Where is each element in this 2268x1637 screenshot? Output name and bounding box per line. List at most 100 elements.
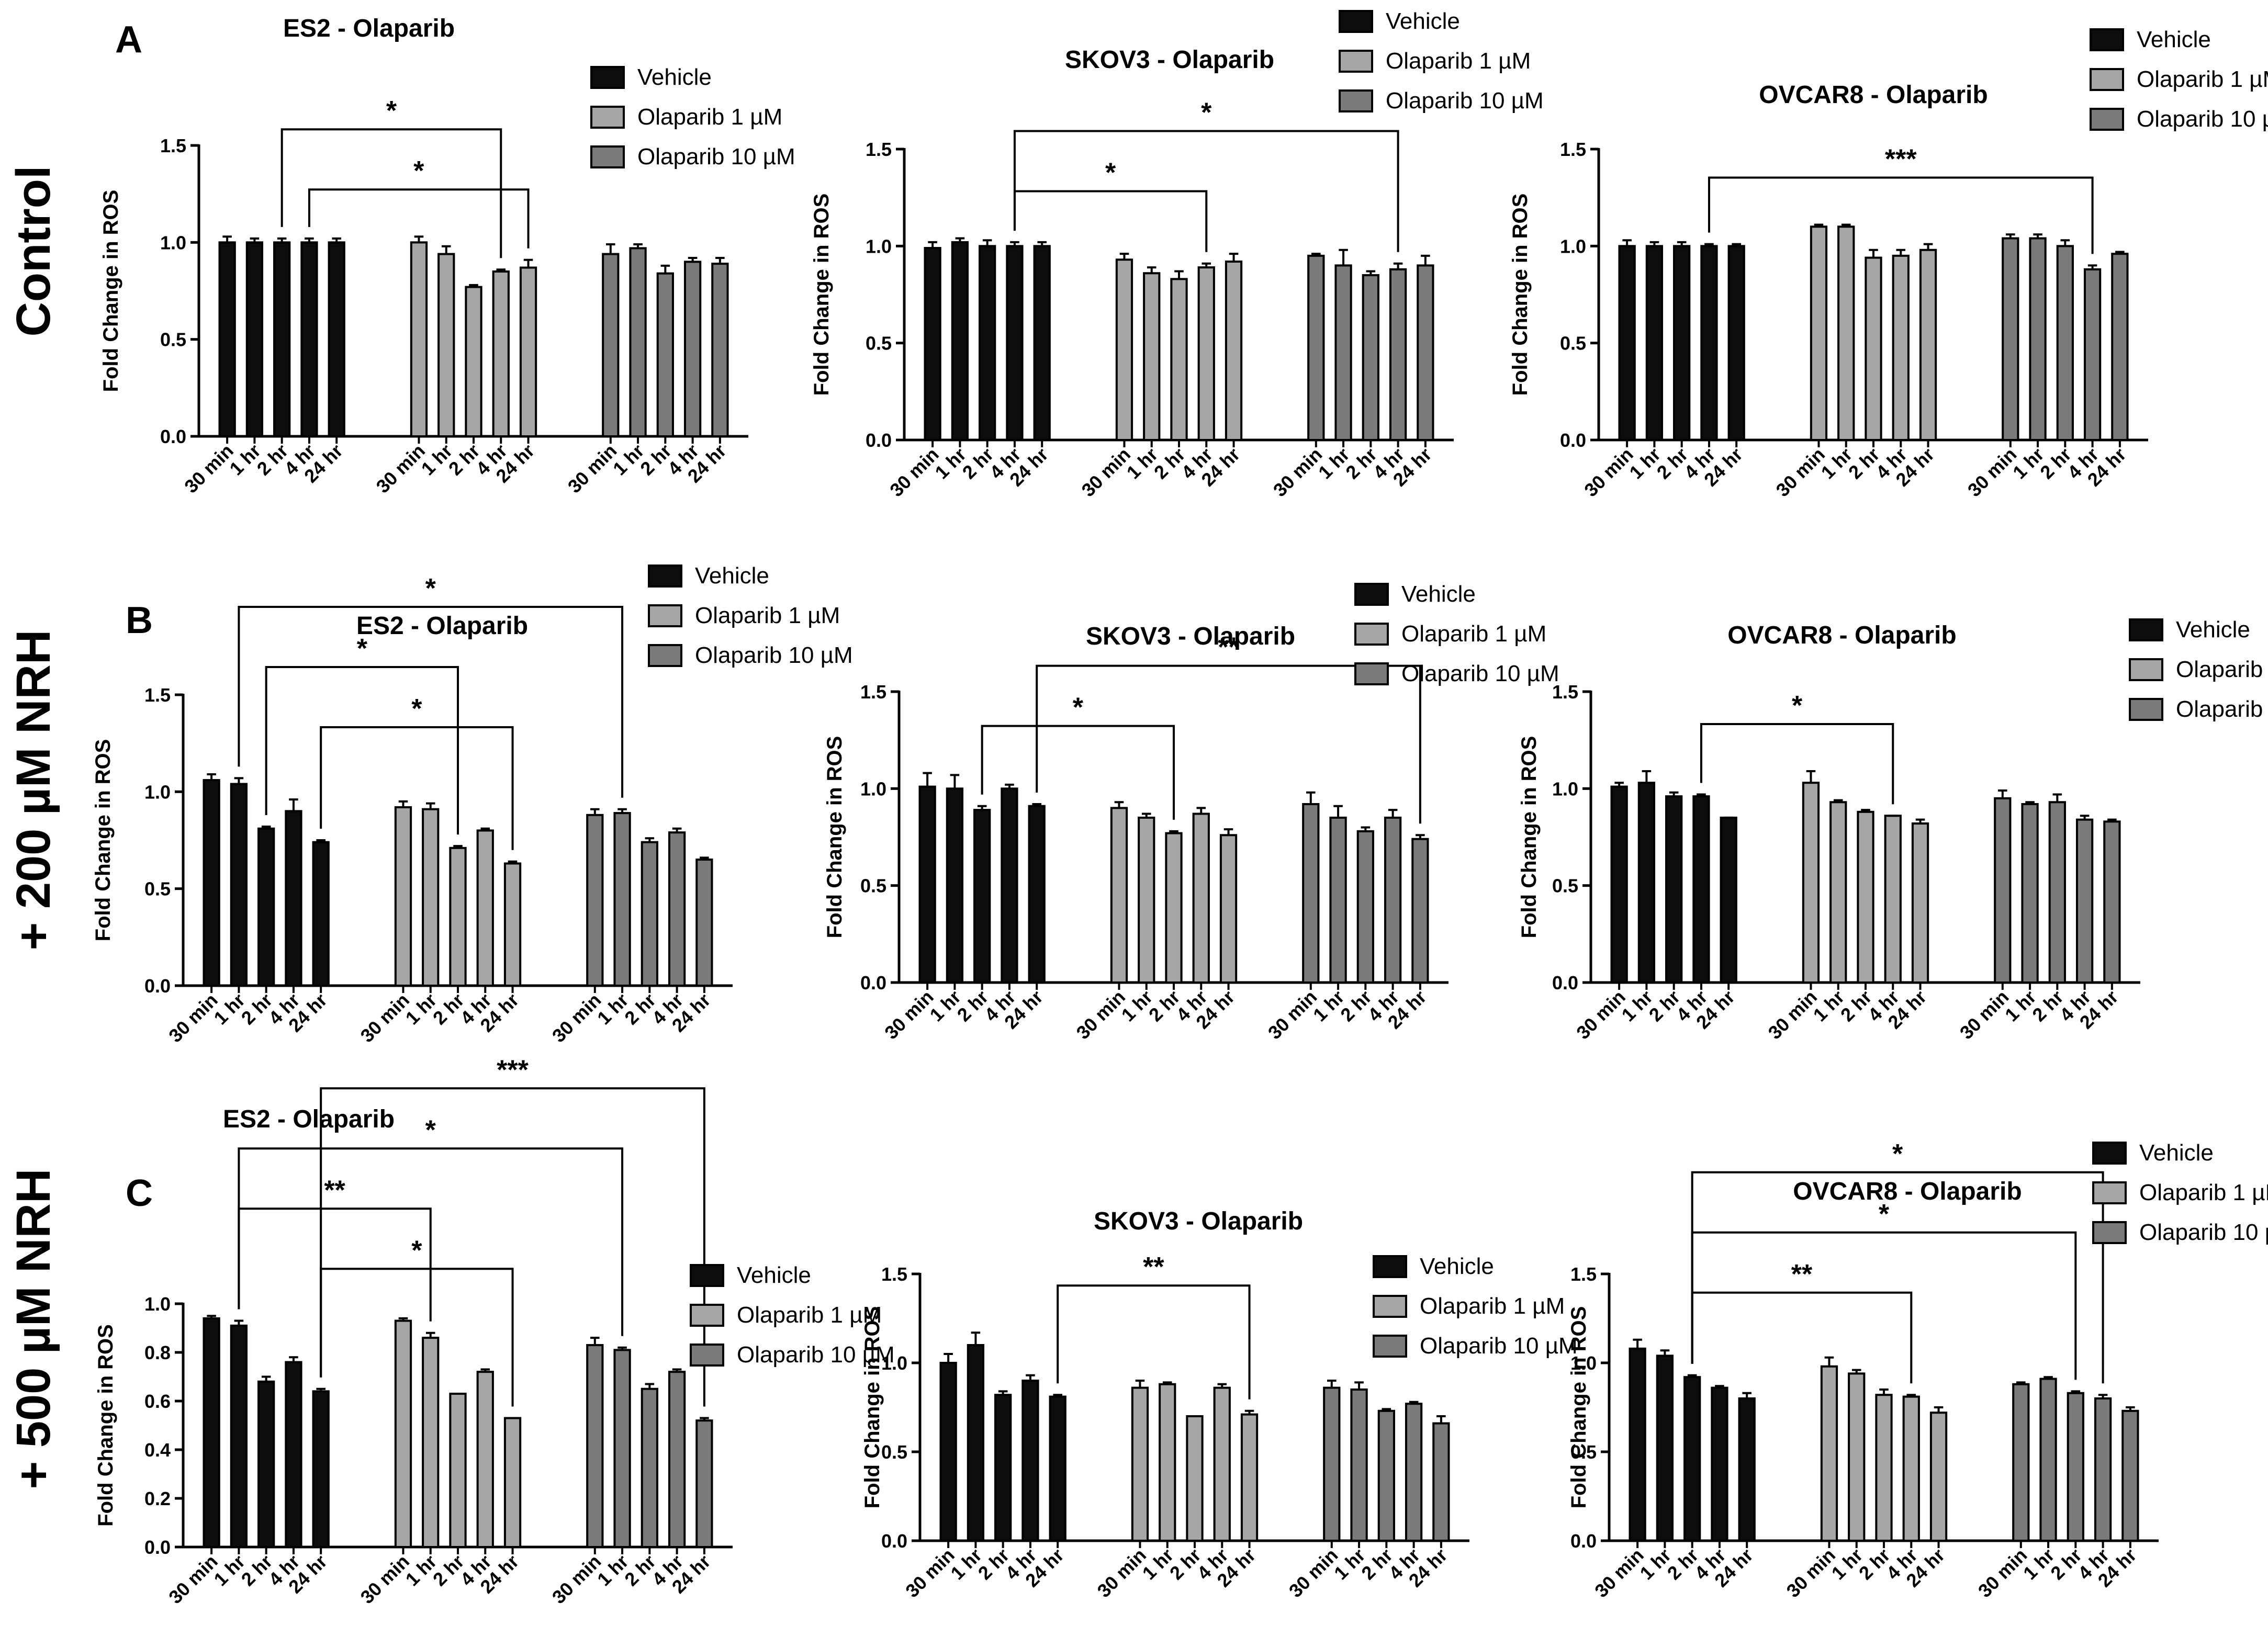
significance-bracket — [1708, 176, 2094, 254]
y-tick-label: 0.5 — [1570, 1441, 1597, 1463]
significance-label: ** — [1218, 633, 1239, 663]
bar — [683, 261, 702, 437]
legend-label: Olaparib 1 µM — [1401, 621, 1546, 647]
bar — [1837, 225, 1855, 441]
y-tick-label: 1.5 — [1570, 1263, 1597, 1285]
significance-bracket — [1691, 1291, 1913, 1384]
legend-swatch — [2092, 1221, 2127, 1244]
chart-title: SKOV3 - Olaparib — [1094, 1207, 1303, 1235]
bar — [1001, 787, 1018, 984]
legend-label: Vehicle — [2137, 27, 2211, 52]
chart-title: ES2 - Olaparib — [356, 612, 528, 640]
significance-label: *** — [497, 1055, 529, 1085]
bar — [1165, 832, 1183, 984]
legend-swatch — [590, 106, 625, 129]
bar — [629, 247, 647, 437]
y-tick-label: 1.5 — [160, 135, 186, 156]
bar — [1302, 803, 1320, 984]
y-tick-label: 0.0 — [1570, 1530, 1597, 1552]
legend-label: Olaparib 1 µM — [1386, 48, 1531, 74]
legend-swatch — [2090, 28, 2124, 51]
y-tick-label: 0.8 — [144, 1342, 171, 1363]
bar — [2083, 268, 2102, 442]
legend-label: Vehicle — [1420, 1254, 1494, 1279]
legend-swatch — [2129, 698, 2163, 721]
bar — [946, 787, 964, 984]
chart-6: ES2 - Olaparib 0.0 0.2 0.4 0.6 0.8 1.0 Fold Cha… — [94, 1055, 895, 1608]
legend-label: Olaparib 10 µM — [737, 1342, 895, 1368]
y-tick-label: 1.5 — [881, 1263, 907, 1285]
chart-5: OVCAR8 - Olaparib 0.0 0.5 1.0 1.5 Fold Change… — [1518, 617, 2268, 1043]
bar — [1727, 245, 1745, 441]
y-tick-label: 1.0 — [1570, 1352, 1597, 1374]
legend-label: Olaparib 1 µM — [2139, 1180, 2268, 1205]
legend-swatch — [2129, 618, 2163, 641]
bar — [1802, 782, 1820, 984]
legend-label: Olaparib 1 µM — [2176, 657, 2268, 682]
legend-swatch — [1354, 623, 1389, 646]
bar — [285, 1361, 302, 1549]
bar — [613, 1349, 631, 1549]
bar — [1700, 245, 1718, 441]
legend-swatch — [1373, 1255, 1407, 1278]
significance-label: * — [411, 694, 422, 724]
y-tick-label: 1.0 — [144, 781, 171, 803]
bar — [586, 814, 604, 987]
significance-label: * — [1792, 691, 1803, 721]
chart-2: OVCAR8 - Olaparib 0.0 0.5 1.0 1.5 Fold Change… — [1509, 27, 2268, 501]
legend-swatch — [690, 1304, 724, 1327]
bar — [257, 827, 275, 987]
legend-swatch — [1354, 662, 1389, 685]
y-tick-label: 0.5 — [1552, 875, 1578, 897]
bar — [951, 241, 969, 441]
bar — [449, 1393, 467, 1549]
legend-swatch — [1339, 10, 1373, 33]
chart-3: ES2 - Olaparib 0.0 0.5 1.0 1.5 Fold Change in… — [92, 563, 853, 1046]
significance-label: * — [413, 156, 424, 186]
significance-label: *** — [1885, 144, 1917, 175]
legend-label: Olaparib 10 µM — [1386, 88, 1544, 114]
bar — [1021, 1380, 1039, 1542]
y-tick-label: 0.5 — [881, 1441, 907, 1463]
bar — [695, 1419, 713, 1548]
bar — [918, 785, 936, 984]
y-axis-label: Fold Change in ROS — [1567, 1306, 1590, 1509]
bar — [2067, 1392, 2084, 1542]
bar — [1820, 1365, 1838, 1542]
legend-swatch — [648, 644, 682, 667]
y-tick-label: 1.5 — [866, 139, 892, 160]
bar — [1857, 810, 1874, 984]
y-tick-label: 1.5 — [144, 684, 171, 706]
bar — [1240, 1413, 1259, 1542]
y-tick-label: 0.0 — [860, 972, 886, 994]
legend-label: Vehicle — [2176, 617, 2250, 642]
legend-label: Vehicle — [2139, 1140, 2214, 1166]
bar — [1929, 1412, 1948, 1542]
bar — [285, 810, 302, 987]
legend-swatch — [1373, 1335, 1407, 1358]
bar — [641, 841, 658, 987]
y-tick-label: 1.0 — [866, 235, 892, 257]
bar — [1637, 782, 1656, 984]
bar — [1610, 785, 1628, 984]
bar — [476, 1371, 494, 1548]
legend-label: Olaparib 10 µM — [2139, 1220, 2268, 1245]
bar — [1049, 1395, 1066, 1542]
bar — [1225, 260, 1243, 441]
significance-bracket — [308, 188, 530, 249]
y-tick-label: 0.0 — [160, 426, 186, 447]
legend-swatch — [2090, 68, 2124, 91]
y-tick-label: 1.0 — [160, 232, 186, 253]
bar — [273, 241, 291, 437]
significance-bracket — [1691, 1171, 2104, 1384]
bar — [422, 808, 440, 987]
bar — [2094, 1397, 2112, 1542]
bar — [2075, 818, 2094, 984]
bar — [1159, 1383, 1176, 1542]
bar — [1170, 278, 1188, 441]
bar — [1865, 256, 1882, 441]
bar — [613, 812, 631, 987]
bar — [218, 241, 236, 437]
significance-bracket — [1036, 664, 1421, 824]
row-label-500-nrh: + 500 µM NRH — [7, 1169, 60, 1489]
